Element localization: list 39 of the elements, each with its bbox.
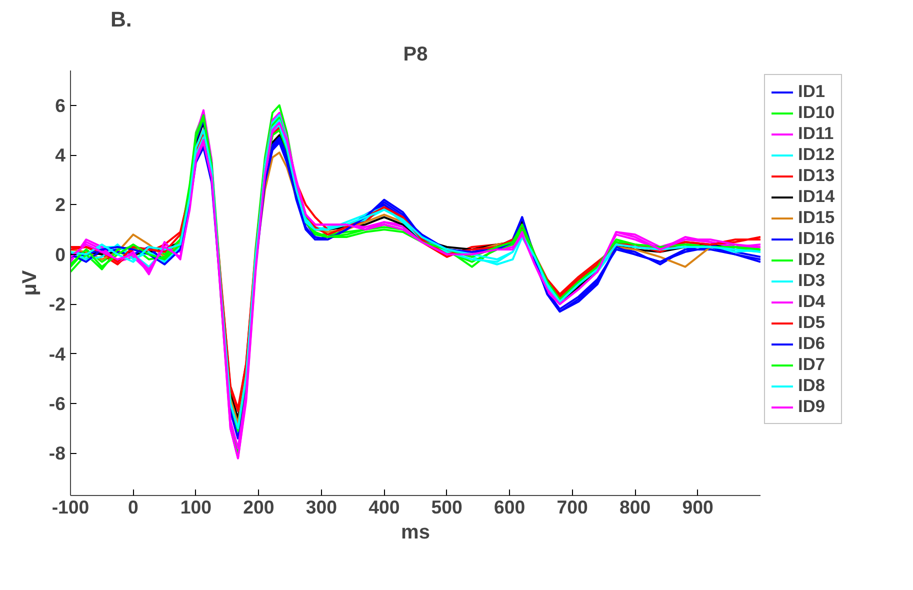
x-tick-label: -100 xyxy=(52,496,90,518)
legend-label: ID13 xyxy=(798,165,835,186)
legend-label: ID8 xyxy=(798,375,825,396)
y-tick-label: -4 xyxy=(48,343,66,364)
y-tick-label: 0 xyxy=(55,244,66,265)
y-tick-label: -8 xyxy=(48,442,66,464)
legend-label: ID1 xyxy=(798,81,825,102)
x-tick-label: 300 xyxy=(306,496,337,518)
legend-label: ID4 xyxy=(798,291,825,312)
x-tick-label: 400 xyxy=(368,496,400,518)
legend-label: ID6 xyxy=(798,333,825,354)
x-tick-label: 900 xyxy=(682,496,714,518)
legend-label: ID7 xyxy=(798,354,825,375)
legend-label: ID12 xyxy=(798,144,835,165)
chart-title: P8 xyxy=(403,44,428,66)
y-tick-label: -2 xyxy=(48,294,66,315)
y-tick-label: 2 xyxy=(55,194,66,216)
legend-label: ID11 xyxy=(798,123,834,144)
y-axis-title: μV xyxy=(18,270,41,296)
x-axis-title: ms xyxy=(401,522,430,544)
x-tick-label: 700 xyxy=(556,496,588,518)
y-tick-label: -6 xyxy=(48,393,66,414)
legend-label: ID9 xyxy=(798,396,825,417)
x-tick-label: 800 xyxy=(619,496,651,518)
x-tick-label: 0 xyxy=(128,496,138,518)
legend-label: ID3 xyxy=(798,270,825,291)
legend-label: ID16 xyxy=(798,228,835,249)
x-tick-label: 600 xyxy=(494,496,526,518)
y-tick-label: 4 xyxy=(55,144,66,166)
legend-label: ID10 xyxy=(798,102,835,123)
legend-label: ID2 xyxy=(798,249,825,270)
legend-label: ID14 xyxy=(798,186,835,207)
x-tick-label: 200 xyxy=(243,496,274,518)
legend-label: ID5 xyxy=(798,312,825,333)
x-tick-label: 500 xyxy=(431,496,462,518)
text: B. xyxy=(110,8,132,32)
legend-label: ID15 xyxy=(798,207,835,228)
y-tick-label: 6 xyxy=(55,94,66,116)
x-tick-label: 100 xyxy=(180,496,212,518)
